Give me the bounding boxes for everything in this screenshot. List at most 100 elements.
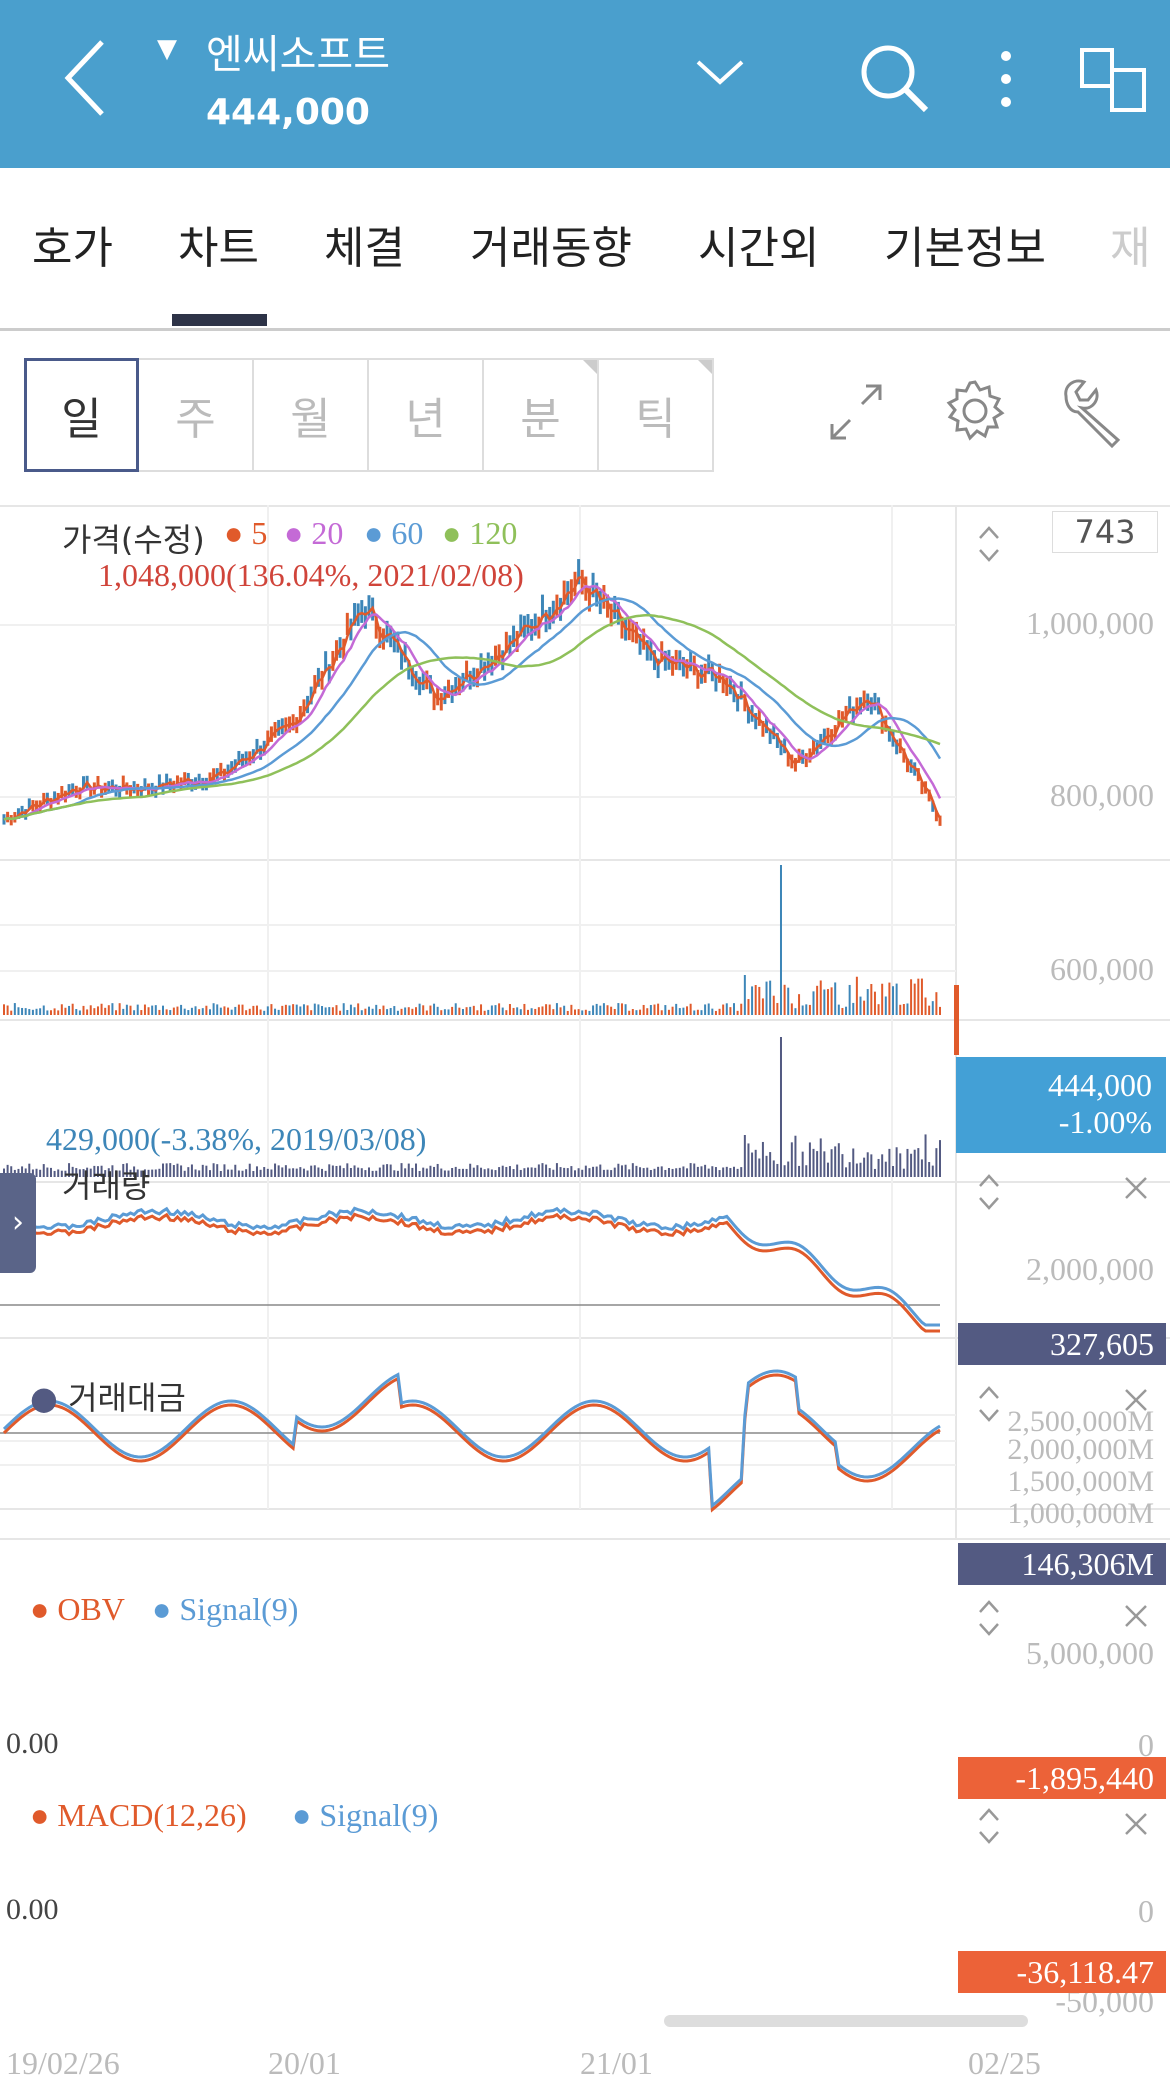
period-tick[interactable]: 틱: [599, 358, 714, 472]
high-note: 1,048,000(136.04%, 2021/02/08): [98, 557, 524, 593]
more-icon[interactable]: [996, 48, 1016, 110]
tab-trend[interactable]: 거래동향: [470, 223, 632, 274]
chart-scrollbar[interactable]: [664, 2015, 1028, 2027]
amount-dot-icon: ●: [30, 1379, 69, 1417]
period-minute-label: 분: [520, 394, 561, 445]
volume-current-box: 327,605: [958, 1323, 1166, 1365]
obv-current: -1,895,440: [1015, 1760, 1154, 1796]
period-tick-label: 틱: [635, 394, 676, 445]
obv-zero-label: 0.00: [6, 1727, 59, 1760]
ma20-label: 20: [311, 515, 344, 551]
back-icon[interactable]: [62, 38, 122, 118]
y-tick-amount: 2,000,000M: [1007, 1433, 1154, 1466]
tab-basic-info[interactable]: 기본정보: [884, 223, 1046, 274]
y-tick-amount: 1,500,000M: [1007, 1465, 1154, 1498]
ma5-label: 5: [251, 515, 268, 551]
stock-name[interactable]: 엔씨소프트: [206, 32, 390, 78]
tab-hoga[interactable]: 호가: [32, 223, 113, 274]
tab-bar: 호가 차트 체결 거래동향 시간외 기본정보 재: [0, 168, 1170, 331]
period-selector: 일 주 월 년 분 틱: [24, 358, 714, 476]
close-icon[interactable]: [1124, 1604, 1148, 1628]
period-month[interactable]: 월: [254, 358, 369, 472]
amount-panel-label: ● 거래대금: [30, 1373, 186, 1419]
ma60-legend: ● 60: [364, 515, 424, 551]
chart-canvas[interactable]: [0, 505, 1170, 2094]
active-tab-indicator: [172, 314, 267, 326]
candle-count-badge: 743: [1052, 511, 1158, 553]
period-year[interactable]: 년: [369, 358, 484, 472]
obv-signal-legend: ● Signal(9): [152, 1591, 299, 1627]
search-icon[interactable]: [858, 42, 930, 114]
expand-icon[interactable]: [826, 378, 886, 448]
macd-signal-line: [2, 1369, 941, 1509]
wrench-icon[interactable]: [1058, 378, 1126, 448]
y-tick-volume: 2,000,000: [1026, 1251, 1154, 1287]
period-month-label: 월: [290, 394, 331, 445]
macd-legend: ● MACD(12,26): [30, 1797, 247, 1833]
close-icon[interactable]: [1124, 1812, 1148, 1836]
ma60-label: 60: [391, 515, 424, 551]
macd-label: MACD(12,26): [57, 1797, 247, 1833]
y-tick-obv: 0: [1138, 1727, 1154, 1763]
macd-zero-label: 0.00: [6, 1893, 59, 1926]
current-price-marker: [954, 985, 959, 1055]
chevron-down-icon[interactable]: [692, 52, 748, 92]
low-note: 429,000(-3.38%, 2019/03/08): [46, 1121, 427, 1157]
tab-afterhours[interactable]: 시간외: [698, 223, 820, 274]
panel-resize-icon[interactable]: [978, 1598, 1000, 1638]
price-panel-label: 가격(수정): [62, 521, 205, 559]
period-week[interactable]: 주: [139, 358, 254, 472]
macd-signal-legend: ● Signal(9): [292, 1797, 439, 1833]
panel-resize-icon[interactable]: [978, 524, 1000, 564]
amount-label-text: 거래대금: [68, 1379, 186, 1417]
panel-resize-icon[interactable]: [978, 1384, 1000, 1424]
obv-legend: ● OBV: [30, 1591, 125, 1627]
change-down-icon: ▼: [157, 34, 177, 64]
period-year-label: 년: [405, 394, 446, 445]
obv-current-box: -1,895,440: [958, 1757, 1166, 1799]
x-tick: 02/25: [968, 2045, 1041, 2081]
current-price-box: 444,000 -1.00%: [956, 1057, 1166, 1153]
stock-chart[interactable]: 가격(수정) ● 5 ● 20 ● 60 ● 120 1,048,000(136…: [0, 505, 1170, 2094]
panel-resize-icon[interactable]: [978, 1806, 1000, 1846]
macd-current-box: -36,118.47: [958, 1951, 1166, 1993]
period-day[interactable]: 일: [24, 358, 139, 472]
x-tick: 20/01: [268, 2045, 341, 2081]
macd-line: [2, 1373, 941, 1513]
obv-signal-line: [3, 1206, 940, 1327]
gear-icon[interactable]: [942, 378, 1008, 444]
current-change: -1.00%: [1058, 1104, 1152, 1140]
ma120-label: 120: [469, 515, 518, 551]
tab-more[interactable]: 재: [1110, 223, 1151, 274]
app-header: ▼ 엔씨소프트 444,000: [0, 0, 1170, 168]
ma5-line: [3, 575, 942, 821]
amount-current: 146,306M: [1021, 1546, 1154, 1582]
close-icon[interactable]: [1124, 1388, 1148, 1412]
ma20-legend: ● 20: [284, 515, 344, 551]
y-tick-price: 800,000: [1050, 777, 1154, 813]
obv-line: [3, 1212, 940, 1333]
x-tick: 21/01: [580, 2045, 653, 2081]
tab-trades[interactable]: 체결: [324, 223, 405, 274]
current-price: 444,000: [1048, 1067, 1152, 1103]
y-tick-amount: 2,500,000M: [1007, 1405, 1154, 1438]
close-icon[interactable]: [1124, 1176, 1148, 1200]
panel-resize-icon[interactable]: [978, 1172, 1000, 1212]
obv-signal-label: Signal(9): [179, 1591, 299, 1627]
ma5-legend: ● 5: [224, 515, 268, 551]
amount-current-box: 146,306M: [958, 1543, 1166, 1585]
volume-panel-label: 거래량: [62, 1167, 151, 1205]
x-tick: 19/02/26: [6, 2045, 120, 2081]
stock-price: 444,000: [206, 92, 370, 133]
ma120-line: [3, 613, 941, 821]
macd-current: -36,118.47: [1016, 1954, 1154, 1990]
tab-chart[interactable]: 차트: [178, 223, 259, 274]
macd-signal-label: Signal(9): [319, 1797, 439, 1833]
side-drawer-handle[interactable]: ›: [0, 1173, 36, 1273]
ma120-legend: ● 120: [442, 515, 518, 551]
ma60-line: [3, 597, 942, 821]
split-view-icon[interactable]: [1078, 46, 1148, 116]
y-tick-amount: 1,000,000M: [1007, 1497, 1154, 1530]
obv-label: OBV: [57, 1591, 125, 1627]
period-minute[interactable]: 분: [484, 358, 599, 472]
